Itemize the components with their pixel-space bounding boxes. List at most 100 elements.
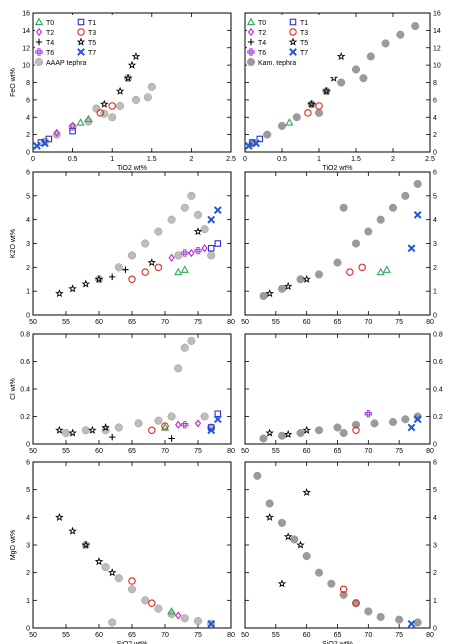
legend-label-t3: T3 [300, 30, 308, 37]
y-tick-label: 2 [433, 570, 437, 577]
plot-frame [32, 333, 232, 445]
point-t5 [302, 425, 311, 434]
point-kam-tephra [339, 429, 348, 438]
y-tick-label: 8 [26, 80, 30, 87]
point-aaap-tephra [154, 227, 163, 236]
y-tick-label: 0 [433, 442, 437, 449]
x-tick-label: 60 [303, 632, 311, 639]
point-t5 [283, 429, 293, 439]
legend-marker-t5 [288, 37, 298, 46]
point-t3 [339, 585, 348, 594]
panel-mgo-left: 50 55 60 65 70 75 80 0 1 2 3 4 5 6 SiO2 wt% MgO wt% [10, 460, 235, 644]
point-t5 [68, 428, 77, 437]
y-tick-label: 1 [26, 289, 30, 296]
x-tick-label: 80 [227, 448, 235, 455]
point-aaap-tephra [81, 426, 90, 435]
legend-label-t5: T5 [88, 40, 96, 47]
x-tick-label: 60 [303, 319, 311, 326]
x-tick-label: 80 [426, 632, 434, 639]
point-t0 [160, 423, 170, 431]
panel-k2o-left: 50 55 60 65 70 75 80 0 1 2 3 4 5 6 K2O wt% [10, 170, 235, 327]
x-tick-label: 65 [128, 632, 136, 639]
point-kam-tephra [265, 499, 274, 508]
point-t3 [154, 263, 163, 272]
legend-marker-reference [246, 58, 255, 67]
point-kam-tephra [339, 203, 348, 212]
point-kam-tephra [333, 423, 342, 432]
data-points [259, 179, 422, 300]
point-t3 [128, 275, 136, 283]
point-kam-tephra [315, 426, 324, 435]
point-t0 [180, 265, 189, 273]
y-tick-label: 4 [433, 115, 437, 122]
point-t4 [168, 435, 175, 442]
y-tick-label: 6 [433, 460, 437, 467]
point-kam-tephra [364, 227, 373, 236]
point-aaap-tephra [101, 426, 110, 435]
x-tick-label: 60 [95, 319, 103, 326]
x-tick-label: 2.5 [425, 156, 435, 163]
point-t2 [188, 248, 195, 258]
point-aaap-tephra [108, 113, 117, 122]
legend-marker-t3 [77, 28, 85, 36]
point-t3 [346, 268, 354, 276]
legend-marker-t4 [247, 38, 255, 46]
point-aaap-tephra [174, 364, 183, 373]
y-tick-label: 10 [433, 63, 441, 70]
point-t0 [382, 265, 391, 273]
point-t3 [128, 577, 136, 585]
point-t5 [68, 284, 77, 293]
legend-marker-t4 [35, 38, 43, 46]
x-tick-label: 80 [426, 448, 434, 455]
point-t2 [201, 244, 208, 253]
panel-cl-right: 50 55 60 65 70 75 800 0.2 0.4 0.6 0.8 [241, 332, 443, 456]
legend-marker-t0 [34, 17, 44, 26]
point-t1 [45, 135, 53, 143]
y-tick-label: 0 [26, 150, 30, 157]
legend-label-t1: T1 [300, 20, 308, 27]
y-tick-label: 2 [433, 265, 437, 272]
point-kam-tephra [352, 420, 361, 429]
legend-label-reference: Kam. tephra [258, 60, 296, 67]
y-tick-label: 0 [26, 442, 30, 449]
y-tick-label: 1 [433, 598, 437, 605]
point-t5 [55, 425, 64, 434]
y-tick-label: 8 [433, 80, 437, 87]
y-tick-label: 0.6 [20, 359, 30, 366]
point-t4 [109, 273, 116, 281]
x-tick-label: 55 [272, 632, 280, 639]
point-kam-tephra [292, 113, 301, 122]
point-t3 [108, 102, 116, 110]
x-tick-label: 55 [62, 319, 70, 326]
point-t5 [55, 289, 64, 298]
point-aaap-tephra [92, 104, 101, 113]
point-t3 [148, 426, 156, 434]
point-t7 [207, 215, 216, 224]
y-tick-label: 0 [433, 150, 437, 157]
point-t5 [336, 51, 346, 61]
y-tick-label: 0 [433, 626, 437, 633]
plot-frame [32, 171, 232, 316]
point-t5 [94, 274, 104, 283]
legend-label-t1: T1 [88, 20, 96, 27]
legend-label-t0: T0 [258, 20, 266, 27]
y-tick-label: 0 [433, 313, 437, 320]
data-points [33, 51, 156, 150]
point-t5 [302, 274, 311, 283]
x-axis-label: TiO2 wt% [322, 165, 352, 172]
point-kam-tephra [259, 434, 268, 443]
legend-label-t3: T3 [88, 30, 96, 37]
point-kam-tephra [389, 418, 398, 427]
y-tick-label: 14 [433, 28, 441, 35]
point-aaap-tephra [180, 614, 189, 623]
point-t5 [302, 487, 311, 497]
point-t0 [376, 267, 385, 276]
point-t7 [207, 619, 216, 628]
data-points [55, 336, 222, 442]
panel-feo-left: 0 0.5 1 1.5 2 2.5 0 2 4 6 8 10 12 14 16 TiO2 wt% FeO wt%… [10, 11, 236, 173]
x-axis-label: TiO2 wt% [117, 165, 147, 172]
point-t5 [127, 60, 137, 69]
point-kam-tephra [253, 471, 262, 480]
point-kam-tephra [339, 590, 348, 599]
